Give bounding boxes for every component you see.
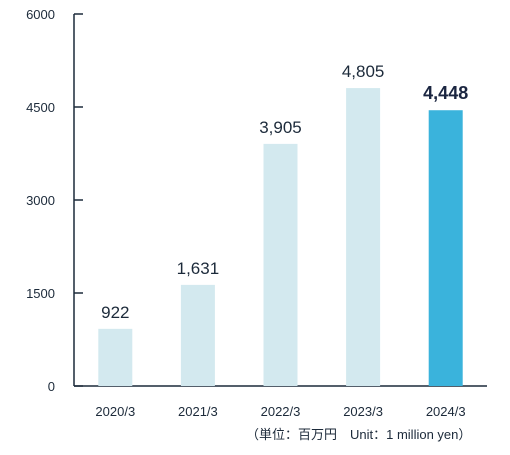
x-tick-label: 2022/3 [261, 404, 301, 419]
x-tick-label: 2020/3 [95, 404, 135, 419]
bars [98, 88, 463, 386]
bar-2020-3 [98, 328, 133, 386]
data-labels: 922 1,631 3,905 4,805 4,448 [101, 62, 468, 322]
y-tick-label: 4500 [26, 100, 55, 115]
x-tick-label: 2023/3 [343, 404, 383, 419]
x-tick-label: 2024/3 [426, 404, 466, 419]
y-axis-ticks: 0 1500 3000 4500 6000 [26, 7, 83, 394]
bar-2024-3 [428, 110, 463, 386]
y-tick-label: 0 [48, 379, 55, 394]
bar-2023-3 [346, 88, 381, 386]
y-tick-label: 3000 [26, 193, 55, 208]
unit-note: （単位：百万円 Unit：1 million yen） [246, 427, 472, 442]
y-tick-label: 6000 [26, 7, 55, 22]
data-label: 922 [101, 303, 129, 322]
bar-2022-3 [263, 143, 298, 386]
bar-2021-3 [180, 284, 215, 386]
data-label: 4,805 [342, 62, 385, 81]
x-axis-tick-labels: 2020/3 2021/3 2022/3 2023/3 2024/3 [95, 404, 465, 419]
x-tick-label: 2021/3 [178, 404, 218, 419]
data-label: 4,448 [423, 83, 468, 103]
y-tick-label: 1500 [26, 286, 55, 301]
data-label: 3,905 [259, 118, 302, 137]
data-label: 1,631 [177, 259, 220, 278]
